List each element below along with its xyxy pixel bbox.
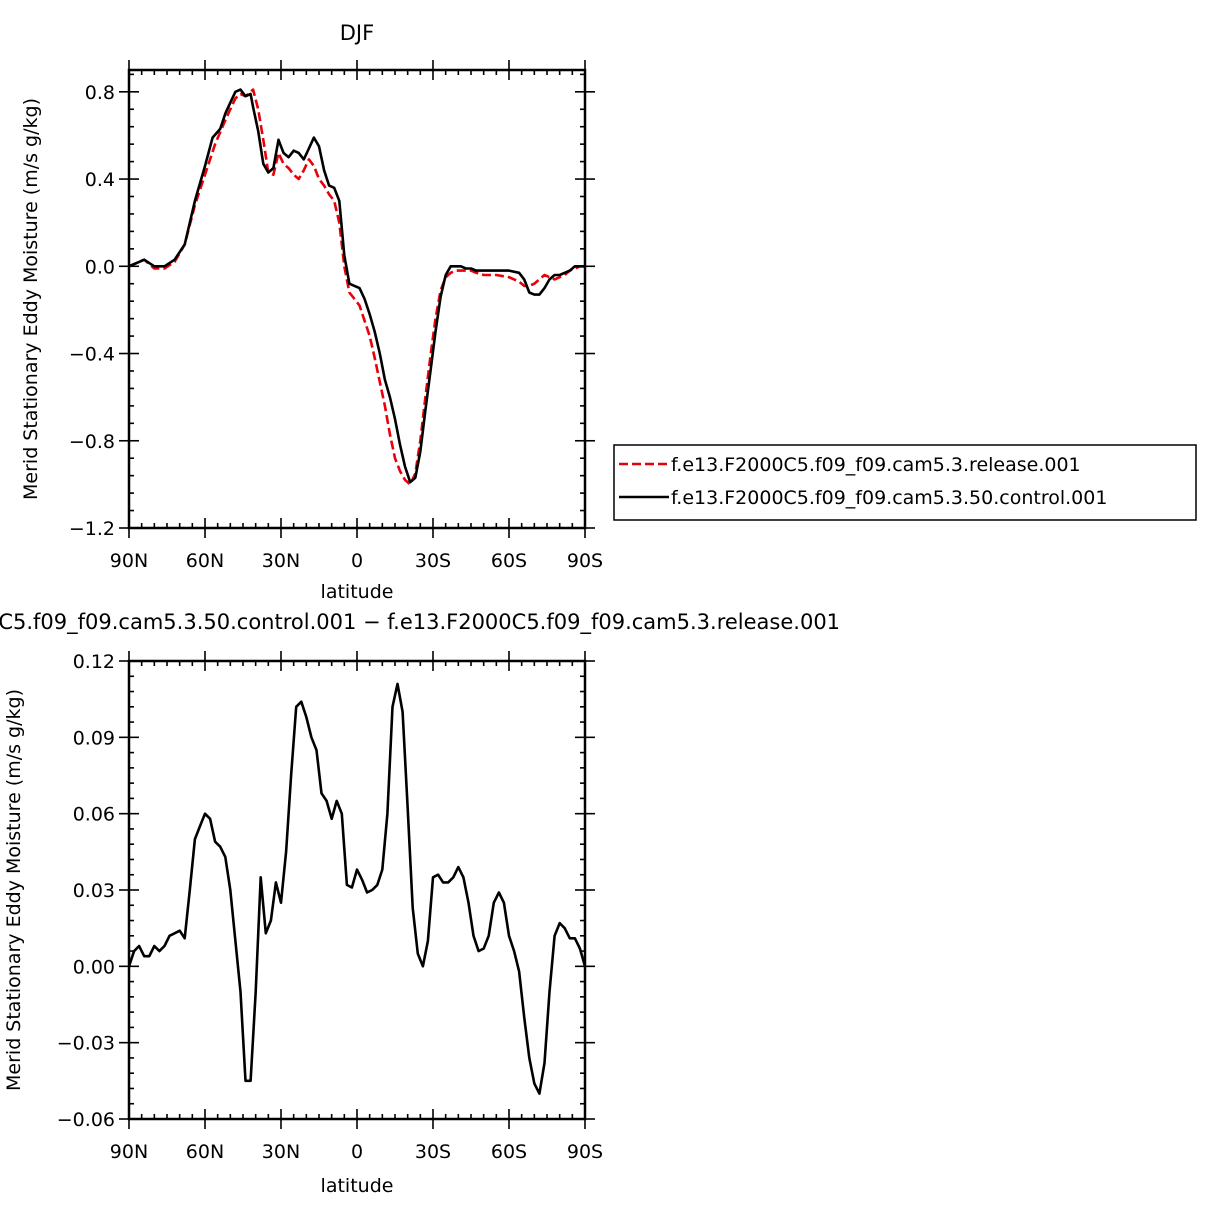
y-tick-label: 0.4 [85,169,115,191]
top-chart-frame [127,68,587,530]
y-tick-label: 0.12 [73,651,115,673]
y-tick-label: 0.00 [73,956,115,978]
x-tick-label: 30N [262,550,300,572]
y-tick-label: 0.06 [73,804,115,826]
top-series-release-line [129,88,585,486]
y-tick-label: −0.06 [57,1109,115,1131]
y-tick-label: 0.03 [73,880,115,902]
legend: f.e13.F2000C5.f09_f09.cam5.3.release.001… [613,444,1197,521]
bottom-chart-ylabel: Merid Stationary Eddy Moisture (m/s g/kg… [3,689,25,1091]
bottom-chart-panel: f.e13.F2000C5.f09_f09.cam5.3.50.control.… [0,610,840,1197]
bottom-chart-frame [127,659,587,1121]
top-series-control-line [129,88,585,484]
legend-label-control: f.e13.F2000C5.f09_f09.cam5.3.50.control.… [671,487,1107,509]
legend-box [613,444,1197,521]
x-tick-label: 30S [415,550,451,572]
y-tick-label: 0.8 [85,82,115,104]
bottom-chart-title: f.e13.F2000C5.f09_f09.cam5.3.50.control.… [0,610,840,635]
y-tick-label: 0.09 [73,727,115,749]
x-tick-label: 90N [110,550,148,572]
top-chart-ylabel: Merid Stationary Eddy Moisture (m/s g/kg… [20,98,42,500]
x-tick-label: 60N [186,550,224,572]
bottom-chart-xlabel: latitude [321,1175,394,1197]
x-tick-label: 60S [491,550,527,572]
x-tick-label: 60N [186,1141,224,1163]
x-tick-label: 90N [110,1141,148,1163]
top-chart-xlabel: latitude [321,581,394,603]
x-tick-label: 90S [567,550,603,572]
x-tick-label: 0 [351,550,363,572]
y-tick-label: −0.4 [69,344,115,366]
x-tick-label: 30N [262,1141,300,1163]
y-tick-label: 0.0 [85,256,115,278]
y-tick-label: −0.03 [57,1033,115,1055]
legend-label-release: f.e13.F2000C5.f09_f09.cam5.3.release.001 [671,454,1081,476]
x-tick-label: 0 [351,1141,363,1163]
top-chart-axes: 90N 60N 30N 0 30S 60S 90S 0.8 0.4 0.0 −0.4 −0.8 −1.2 [69,60,603,572]
top-chart-title: DJF [340,21,374,45]
bottom-series-difference-line [129,682,585,1095]
x-tick-label: 60S [491,1141,527,1163]
y-tick-label: −1.2 [69,518,115,540]
x-tick-label: 30S [415,1141,451,1163]
x-tick-label: 90S [567,1141,603,1163]
y-tick-label: −0.8 [69,431,115,453]
bottom-chart-axes: 90N 60N 30N 0 30S 60S 90S 0.12 0.09 0.06 0.03 0.00 −… [57,651,603,1163]
top-chart-panel: DJF Merid Stationary Eddy Moisture (m/s … [20,21,1197,603]
